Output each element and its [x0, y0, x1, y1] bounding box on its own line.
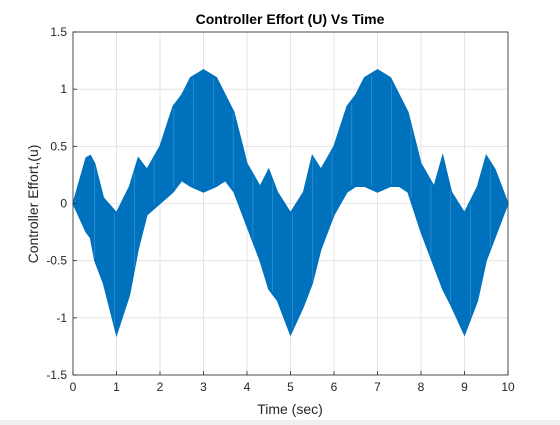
- x-tick-label: 1: [113, 380, 120, 394]
- y-tick-label: 1.5: [50, 25, 67, 39]
- y-tick-label: -1: [56, 311, 67, 325]
- x-tick-label: 9: [461, 380, 468, 394]
- y-tick-label: 0.5: [50, 139, 67, 153]
- x-tick-label: 8: [418, 380, 425, 394]
- x-tick-label: 10: [501, 380, 515, 394]
- series-upper-envelope: [72, 69, 509, 214]
- x-tick-label: 6: [331, 380, 338, 394]
- x-axis-label: Time (sec): [257, 401, 323, 417]
- series-lower-envelope: [72, 179, 509, 338]
- x-tick-label: 7: [374, 380, 381, 394]
- y-tick-label: -0.5: [46, 254, 67, 268]
- y-tick-label: 1: [60, 82, 67, 96]
- series-area: [72, 69, 509, 338]
- x-axis-ticks: 0 1 2 3 4 5 6 7 8 9 10: [70, 371, 515, 394]
- x-tick-label: 5: [287, 380, 294, 394]
- x-tick-label: 0: [70, 380, 77, 394]
- y-axis-label: Controller Effort,(u): [25, 145, 41, 264]
- chart-title: Controller Effort (U) Vs Time: [196, 11, 385, 27]
- x-tick-label: 2: [157, 380, 164, 394]
- x-tick-label: 4: [244, 380, 251, 394]
- y-tick-label: -1.5: [46, 368, 67, 382]
- series-envelope-area: [73, 69, 508, 335]
- x-tick-label: 3: [200, 380, 207, 394]
- y-tick-label: 0: [60, 197, 67, 211]
- y-axis-ticks: -1.5 -1 -0.5 0 0.5 1 1.5: [46, 25, 77, 382]
